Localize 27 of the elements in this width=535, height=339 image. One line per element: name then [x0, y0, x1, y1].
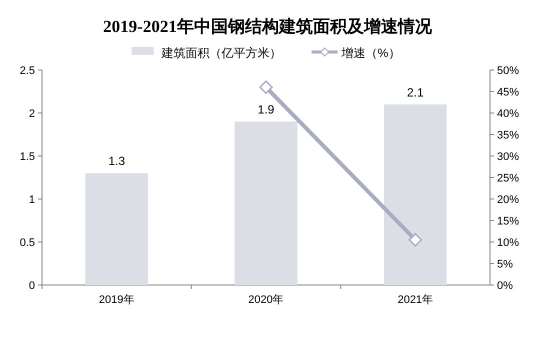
- y-tick-label: 0: [28, 280, 35, 292]
- y2-tick-label: 30%: [497, 151, 520, 163]
- data-label: 1.9: [258, 102, 275, 117]
- y-tick-label: 2.5: [20, 65, 35, 77]
- y2-tick-label: 50%: [497, 65, 520, 77]
- y2-tick-label: 35%: [497, 130, 520, 142]
- y2-tick-label: 20%: [497, 194, 520, 206]
- y-tick-label: 1: [28, 194, 35, 206]
- y2-tick-label: 10%: [497, 237, 520, 249]
- y-tick-label: 0.5: [20, 237, 35, 249]
- y-tick-label: 2: [28, 108, 35, 120]
- y2-tick-label: 25%: [497, 172, 520, 184]
- chart-title: 2019-2021年中国钢结构建筑面积及增速情况: [103, 17, 433, 36]
- y2-tick-label: 15%: [497, 216, 520, 228]
- y2-tick-label: 45%: [497, 86, 520, 98]
- data-label: 1.3: [108, 154, 126, 168]
- x-tick-label: 2020年: [248, 294, 284, 306]
- data-label: 2.1: [406, 85, 424, 100]
- legend-label: 建筑面积（亿平方米）: [160, 46, 282, 60]
- y-tick-label: 1.5: [20, 151, 35, 163]
- x-tick-label: 2019年: [98, 294, 134, 306]
- legend-label: 增速（%）: [340, 46, 400, 60]
- x-tick-label: 2021年: [398, 294, 434, 306]
- y2-tick-label: 5%: [497, 258, 514, 270]
- y2-tick-label: 0%: [497, 280, 514, 292]
- y2-tick-label: 40%: [497, 108, 520, 120]
- bar: [85, 173, 148, 285]
